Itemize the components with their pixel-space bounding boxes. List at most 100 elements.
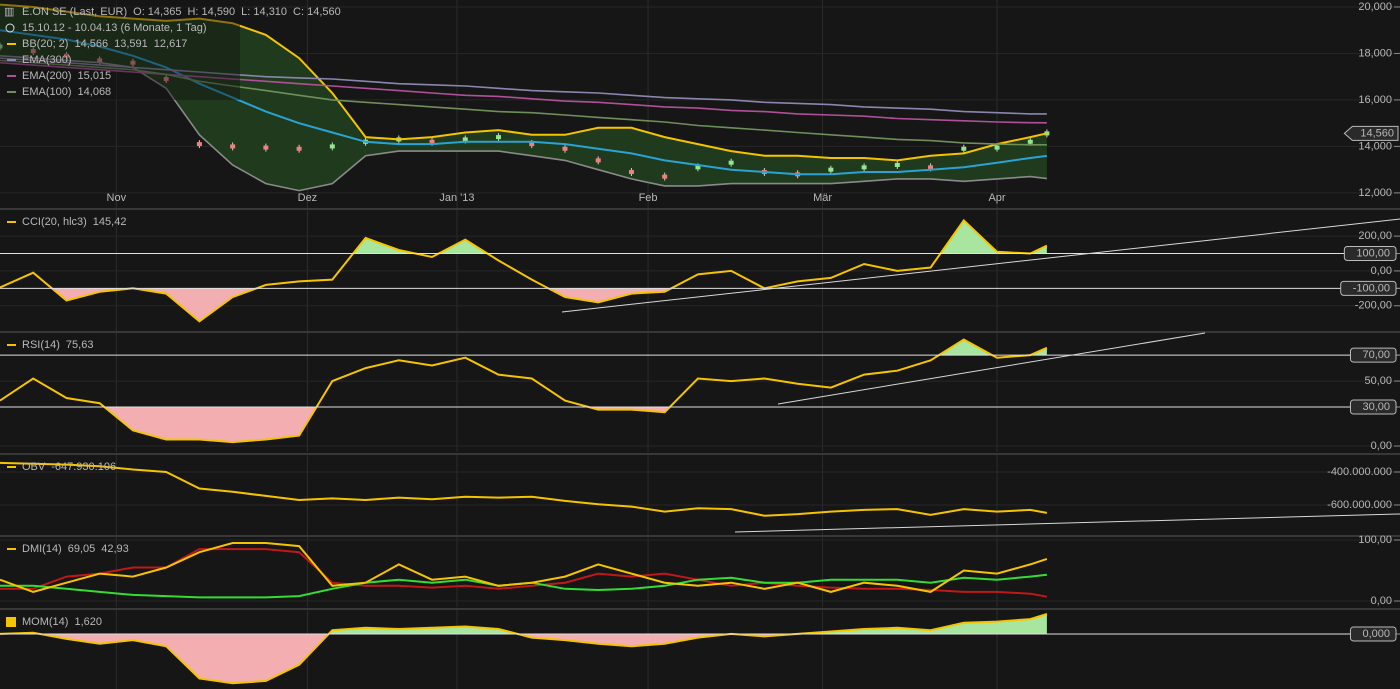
level-fill <box>0 633 1047 684</box>
y-tick-label: 50,00 <box>1364 375 1392 387</box>
candle <box>894 163 900 168</box>
legend-text: DMI(14) <box>22 543 62 555</box>
candle <box>529 142 535 147</box>
candle <box>296 146 302 151</box>
candle <box>1027 139 1033 144</box>
candle <box>994 145 1000 150</box>
level-fill <box>51 288 672 322</box>
y-tick-label: 0,00 <box>1371 440 1392 452</box>
y-tick-label: 200,00 <box>1358 230 1392 242</box>
candle <box>496 135 502 140</box>
legend-marker <box>6 617 16 627</box>
x-tick-label: Mär <box>813 192 832 204</box>
legend-text: 15,015 <box>78 70 112 82</box>
legend-text: 14,068 <box>78 86 112 98</box>
candle <box>595 158 601 163</box>
candle <box>263 145 269 150</box>
candle <box>662 174 668 179</box>
candle <box>429 139 435 144</box>
level-fill <box>104 407 670 443</box>
y-tick-label: 0,000 <box>1362 628 1390 640</box>
level-box <box>1340 280 1397 296</box>
legend-text: C: 14,560 <box>293 6 341 18</box>
candle <box>462 137 468 142</box>
candle <box>63 53 69 58</box>
candle <box>728 160 734 165</box>
legend-text: RSI(14) <box>22 339 60 351</box>
indicator-line <box>0 3 1048 162</box>
indicator-line <box>0 613 1048 685</box>
x-tick-label: Feb <box>639 192 658 204</box>
x-tick-label: Dez <box>298 192 318 204</box>
indicator-line <box>0 218 1048 323</box>
legend-text: 15.10.12 - 10.04.13 (6 Monate, 1 Tag) <box>22 22 206 34</box>
legend-text: EMA(200) <box>22 70 72 82</box>
level-box <box>1349 399 1397 415</box>
candle <box>163 77 169 82</box>
legend-text: 12,617 <box>154 38 188 50</box>
level-fill <box>0 614 1047 634</box>
x-tick-label: Nov <box>107 192 127 204</box>
candle <box>928 165 934 170</box>
y-tick-label: 100,00 <box>1358 534 1392 546</box>
trend-lines <box>561 218 1400 533</box>
candle <box>628 169 634 174</box>
trend-line <box>777 332 1206 405</box>
y-tick-label: 0,00 <box>1371 595 1392 607</box>
legend-text: 14,566 <box>74 38 108 50</box>
clock-icon <box>5 23 15 33</box>
indicator-line <box>0 29 1048 176</box>
y-tick-label: 100,00 <box>1356 247 1390 259</box>
legend-text: CCI(20, hlc3) <box>22 216 87 228</box>
legend-value: -647.930.106 <box>51 461 116 473</box>
panel <box>0 455 1400 535</box>
y-tick-label: 20,000 <box>1358 1 1392 13</box>
panel <box>0 610 1048 689</box>
legend-value: 1,620 <box>74 616 102 628</box>
candle <box>961 146 967 151</box>
indicator-line <box>0 542 1048 593</box>
indicator-line <box>0 61 1047 124</box>
level-box <box>1349 347 1397 363</box>
legend-text: H: 14,590 <box>187 6 235 18</box>
indicator-line <box>0 59 1047 146</box>
level-box <box>1343 246 1397 262</box>
panel <box>0 537 1400 607</box>
y-tick-label: 18,000 <box>1358 47 1392 59</box>
y-tick-label: 12,000 <box>1358 187 1392 199</box>
indicator-line <box>0 57 1047 115</box>
level-box <box>1349 626 1397 642</box>
y-tick-label: -400.000.000 <box>1327 466 1392 478</box>
panel <box>0 333 1400 452</box>
trend-line <box>734 513 1400 533</box>
indicator-line <box>0 338 1048 444</box>
panel <box>0 0 1400 208</box>
panel <box>0 210 1400 331</box>
candle <box>0 44 3 49</box>
indicator-line <box>0 55 1047 192</box>
legend-text: EMA(300) <box>22 54 72 66</box>
legend-value: 42,93 <box>101 543 129 555</box>
candle <box>230 144 236 149</box>
legend-icon: ▥ <box>4 6 14 18</box>
trend-line <box>561 218 1400 313</box>
candle <box>562 146 568 151</box>
legend-value: 75,63 <box>66 339 94 351</box>
candle <box>695 165 701 170</box>
legend-text: 13,591 <box>114 38 148 50</box>
candle <box>130 60 136 65</box>
candle <box>828 167 834 172</box>
y-tick-label: 30,00 <box>1362 401 1390 413</box>
last-price-box <box>1343 125 1399 141</box>
legend-text: L: 14,310 <box>241 6 287 18</box>
candle <box>329 144 335 149</box>
legend-text: EMA(100) <box>22 86 72 98</box>
y-tick-label: 16,000 <box>1358 94 1392 106</box>
legend-text: BB(20; 2) <box>22 38 68 50</box>
legend-text: O: 14,365 <box>133 6 181 18</box>
x-tick-label: Jan '13 <box>439 192 474 204</box>
indicator-line <box>0 461 1048 517</box>
y-tick-label: 14,000 <box>1358 140 1392 152</box>
legend-text: MOM(14) <box>22 616 68 628</box>
last-price-label: 14,560 <box>1360 127 1394 139</box>
